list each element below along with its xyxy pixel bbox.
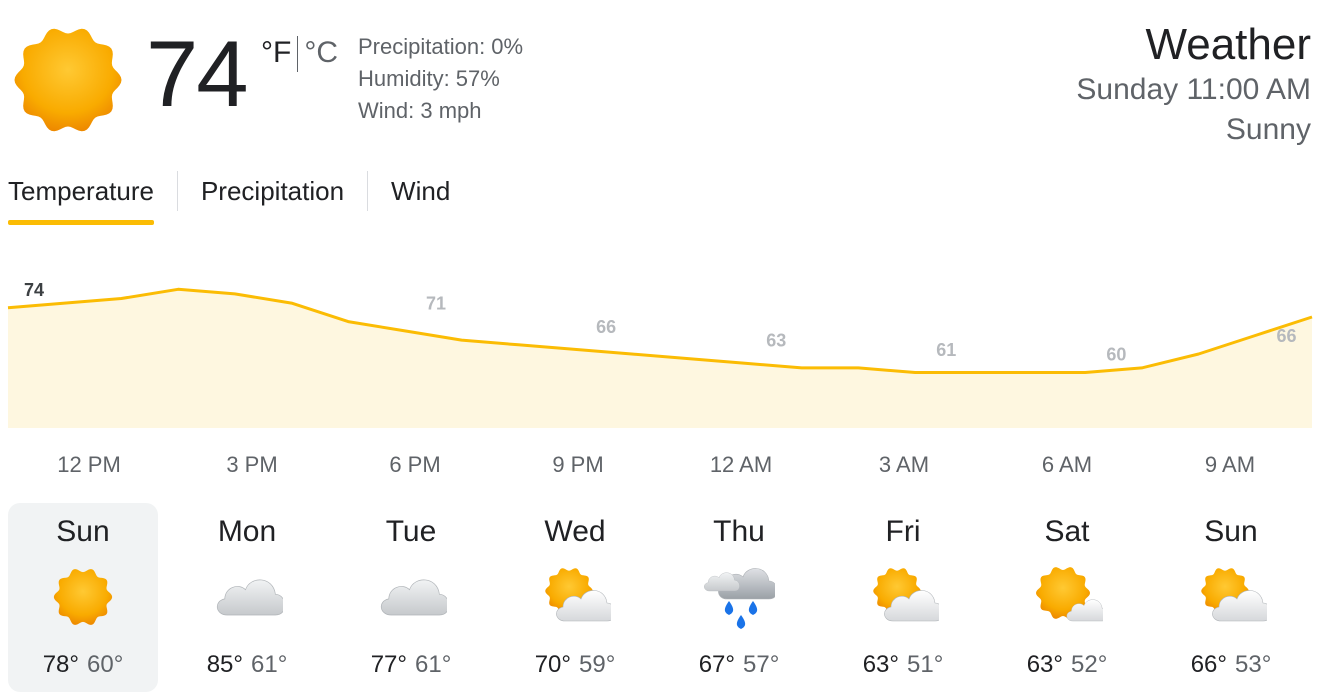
unit-toggle: °F °C — [261, 36, 338, 72]
low-temp: 53° — [1235, 651, 1272, 678]
x-tick-label: 9 PM — [552, 452, 604, 477]
x-tick-label: 12 AM — [709, 452, 773, 477]
x-tick-label: 6 AM — [1041, 452, 1093, 477]
day-temps: 63° 51° — [828, 651, 978, 679]
high-temp: 63° — [862, 651, 899, 678]
point-label: 66 — [596, 317, 616, 337]
tab-divider — [176, 171, 178, 211]
point-label: 66 — [1276, 326, 1296, 346]
day-card[interactable]: Sat 63° 52° — [992, 503, 1142, 692]
high-temp: 78° — [42, 651, 79, 678]
day-temps: 70° 59° — [500, 651, 650, 679]
tab-precipitation[interactable]: Precipitation — [200, 176, 345, 206]
cloud-icon — [216, 579, 283, 616]
fahrenheit-toggle[interactable]: °F — [261, 36, 292, 69]
day-card[interactable]: Sun 78° 60° — [8, 503, 158, 692]
day-card[interactable]: Sun 66° 53° — [1156, 503, 1306, 692]
day-card[interactable]: Fri 63° 51° — [828, 503, 978, 692]
day-card[interactable]: Thu 67° 57° — [664, 503, 814, 692]
high-temp: 66° — [1190, 651, 1227, 678]
day-temps: 77° 61° — [336, 651, 486, 679]
partly-cloudy-icon — [545, 568, 611, 622]
unit-divider — [297, 36, 299, 72]
header-info: Weather Sunday 11:00 AM Sunny — [1076, 20, 1311, 150]
low-temp: 51° — [907, 651, 944, 678]
temperature-chart[interactable]: 74 78 71 66 63 61 60 66 — [0, 280, 1326, 440]
rain-icon — [704, 568, 775, 629]
condition-text: Sunny — [1225, 113, 1311, 146]
low-temp: 59° — [579, 651, 616, 678]
tab-wind[interactable]: Wind — [391, 176, 451, 206]
temperature-line — [7, 287, 1313, 374]
day-card[interactable]: Wed 70° 59° — [500, 503, 650, 692]
mostly-sunny-icon — [1036, 567, 1103, 622]
day-temps: 78° 60° — [8, 651, 158, 679]
partly-cloudy-icon — [873, 568, 939, 622]
celsius-toggle[interactable]: °C — [304, 36, 338, 69]
cloud-icon — [380, 579, 447, 616]
date-time: Sunday 11:00 AM — [1076, 73, 1311, 106]
high-temp: 70° — [534, 651, 571, 678]
chart-area-fill — [8, 289, 1312, 428]
sun-icon — [12, 24, 124, 136]
day-name: Sat — [1044, 515, 1090, 548]
x-tick-label: 9 AM — [1204, 452, 1256, 477]
high-temp: 85° — [206, 651, 243, 678]
x-tick-label: 3 PM — [226, 452, 278, 477]
humidity-value: Humidity: 57% — [358, 66, 500, 91]
app-title: Weather — [1145, 20, 1312, 69]
point-label: 63 — [766, 331, 786, 351]
x-tick-label: 6 PM — [389, 452, 441, 477]
day-name: Sun — [1204, 515, 1258, 548]
day-card[interactable]: Tue 77° 61° — [336, 503, 486, 692]
tab-divider — [367, 171, 369, 211]
current-details: Precipitation: 0% Humidity: 57% Wind: 3 … — [358, 31, 523, 127]
day-temps: 66° 53° — [1156, 651, 1306, 679]
daily-forecast: Sun 78° 60° Mon 85° 61° Tue 77° 61° Wed 70°… — [8, 503, 1318, 693]
day-temps: 63° 52° — [992, 651, 1142, 679]
low-temp: 57° — [743, 651, 780, 678]
day-temps: 85° 61° — [172, 651, 322, 679]
day-name: Mon — [217, 515, 277, 548]
point-label: 74 — [24, 280, 44, 300]
current-temperature: 74 — [146, 21, 249, 126]
day-name: Thu — [713, 515, 765, 548]
wind-value: Wind: 3 mph — [358, 98, 482, 123]
low-temp: 60° — [87, 651, 124, 678]
high-temp: 63° — [1026, 651, 1063, 678]
x-tick-label: 3 AM — [878, 452, 930, 477]
x-tick-label: 12 PM — [57, 452, 121, 477]
day-name: Tue — [385, 515, 437, 548]
hour-axis: 12 PM 3 PM 6 PM 9 PM 12 AM 3 AM 6 AM 9 A… — [0, 452, 1326, 482]
point-label: 71 — [426, 294, 446, 314]
tab-temperature[interactable]: Temperature — [8, 168, 154, 225]
tab-bar: Temperature Precipitation Wind — [8, 168, 451, 225]
precipitation-value: Precipitation: 0% — [358, 34, 524, 59]
day-name: Sun — [56, 515, 110, 548]
low-temp: 61° — [415, 651, 452, 678]
day-name: Fri — [885, 515, 921, 548]
high-temp: 67° — [698, 651, 735, 678]
point-label: 78 — [256, 280, 276, 281]
high-temp: 77° — [370, 651, 407, 678]
low-temp: 61° — [251, 651, 288, 678]
point-label: 60 — [1106, 345, 1126, 365]
day-temps: 67° 57° — [664, 651, 814, 679]
point-label: 61 — [936, 340, 956, 360]
partly-cloudy-icon — [1201, 568, 1267, 622]
day-name: Wed — [544, 515, 606, 548]
low-temp: 52° — [1071, 651, 1108, 678]
day-card[interactable]: Mon 85° 61° — [172, 503, 322, 692]
sun-icon — [53, 569, 113, 625]
